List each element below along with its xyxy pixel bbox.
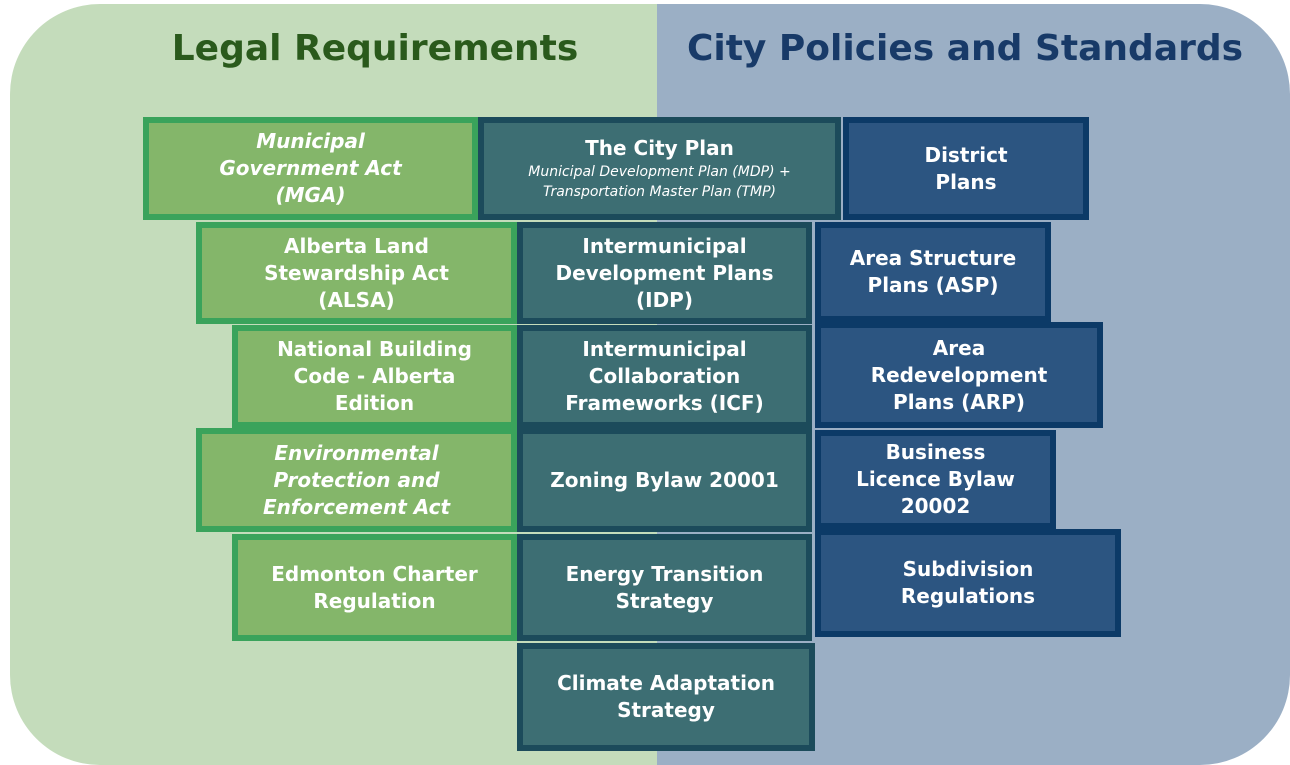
box-label: Code - Alberta — [293, 364, 456, 388]
box-subtitle: Municipal Development Plan (MDP) + — [528, 164, 791, 180]
box-label: National Building — [277, 337, 472, 361]
city-box: The City Plan Municipal Development Plan … — [478, 117, 841, 220]
box-label: Intermunicipal — [582, 233, 747, 258]
policy-box: District Plans — [843, 117, 1089, 220]
box-label: Enforcement Act — [262, 494, 451, 519]
box-label: Municipal — [256, 129, 365, 153]
box-label: Licence Bylaw — [856, 467, 1015, 491]
policy-box: Area Structure Plans (ASP) — [815, 222, 1051, 322]
box-label: Plans — [935, 169, 997, 194]
box-label: (MGA) — [275, 183, 346, 207]
policy-box: Subdivision Regulations — [815, 529, 1121, 637]
box-label: Alberta Land — [284, 233, 429, 258]
box-label: Climate Adaptation — [557, 671, 775, 695]
box-label: Stewardship Act — [264, 260, 449, 285]
city-box: Energy Transition Strategy — [517, 534, 812, 641]
box-label: Protection and — [273, 467, 440, 492]
box-label: Area — [932, 335, 986, 360]
box-label: The City Plan — [585, 136, 734, 160]
box-label: Edition — [334, 391, 415, 415]
right-title: City Policies and Standards — [686, 27, 1244, 69]
legal-box: Environmental Protection and Enforcement A… — [196, 428, 517, 532]
legal-box: Edmonton Charter Regulation — [232, 534, 517, 641]
box-label: Business — [885, 440, 986, 464]
box-label: Environmental — [274, 440, 439, 465]
box-label: Plans (ASP) — [867, 273, 999, 297]
box-label: (IDP) — [636, 287, 693, 312]
legal-box: National Building Code - Alberta Edition — [232, 325, 517, 428]
box-label: Subdivision — [902, 557, 1034, 581]
box-label: Zoning Bylaw 20001 — [550, 467, 779, 492]
box-label: Intermunicipal — [582, 337, 747, 361]
box-label: Collaboration — [588, 364, 741, 388]
box-label: Frameworks (ICF) — [565, 391, 764, 415]
legal-box: Municipal Government Act (MGA) — [143, 117, 478, 220]
legal-box: Alberta Land Stewardship Act (ALSA) — [196, 222, 517, 324]
box-label: 20002 — [900, 494, 971, 518]
box-label: (ALSA) — [318, 287, 395, 312]
city-box: Climate Adaptation Strategy — [517, 643, 815, 751]
box-label: Area Structure — [849, 246, 1017, 270]
box-label: Redevelopment — [870, 362, 1048, 387]
box-label: District — [924, 142, 1008, 167]
policy-box: Business Licence Bylaw 20002 — [815, 430, 1056, 529]
city-box: Zoning Bylaw 20001 — [517, 428, 812, 532]
city-box: Intermunicipal Development Plans (IDP) — [517, 222, 812, 324]
city-box: Intermunicipal Collaboration Frameworks (I… — [517, 325, 812, 428]
box-label: Plans (ARP) — [893, 389, 1025, 414]
box-label: Strategy — [615, 588, 714, 613]
box-label: Strategy — [617, 698, 715, 722]
box-label: Energy Transition — [565, 561, 764, 586]
policy-box: Area Redevelopment Plans (ARP) — [815, 322, 1103, 428]
left-title: Legal Requirements — [171, 27, 579, 69]
box-label: Government Act — [219, 156, 402, 180]
box-label: Development Plans — [555, 260, 774, 285]
box-label: Edmonton Charter — [271, 561, 478, 586]
box-label: Regulations — [900, 584, 1036, 608]
box-subtitle: Transportation Master Plan (TMP) — [542, 184, 776, 200]
box-label: Regulation — [313, 588, 436, 613]
